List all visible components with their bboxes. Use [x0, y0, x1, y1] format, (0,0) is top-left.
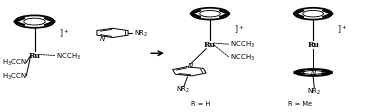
Text: R = Me: R = Me — [288, 100, 312, 106]
Text: ]$^+$: ]$^+$ — [234, 23, 244, 35]
Text: NCCH$_3$: NCCH$_3$ — [56, 51, 81, 61]
Text: N: N — [188, 62, 193, 69]
Text: Ru: Ru — [204, 41, 216, 49]
Text: NCCH$_3$: NCCH$_3$ — [230, 40, 255, 50]
Text: R = H: R = H — [191, 100, 210, 106]
Text: NR$_2$: NR$_2$ — [307, 86, 321, 96]
Text: NR$_2$: NR$_2$ — [177, 85, 191, 95]
Text: H$_3$CCN: H$_3$CCN — [2, 71, 27, 81]
Text: H$_3$CCN: H$_3$CCN — [2, 58, 27, 68]
Text: NR$_2$: NR$_2$ — [134, 29, 149, 39]
Text: ]$^+$: ]$^+$ — [59, 27, 69, 40]
Text: N: N — [310, 70, 316, 76]
Text: Ru: Ru — [28, 52, 40, 60]
Text: ]$^+$: ]$^+$ — [337, 23, 347, 35]
Text: N: N — [99, 35, 105, 41]
Text: NCCH$_3$: NCCH$_3$ — [230, 52, 255, 62]
Text: Ru: Ru — [307, 41, 319, 49]
